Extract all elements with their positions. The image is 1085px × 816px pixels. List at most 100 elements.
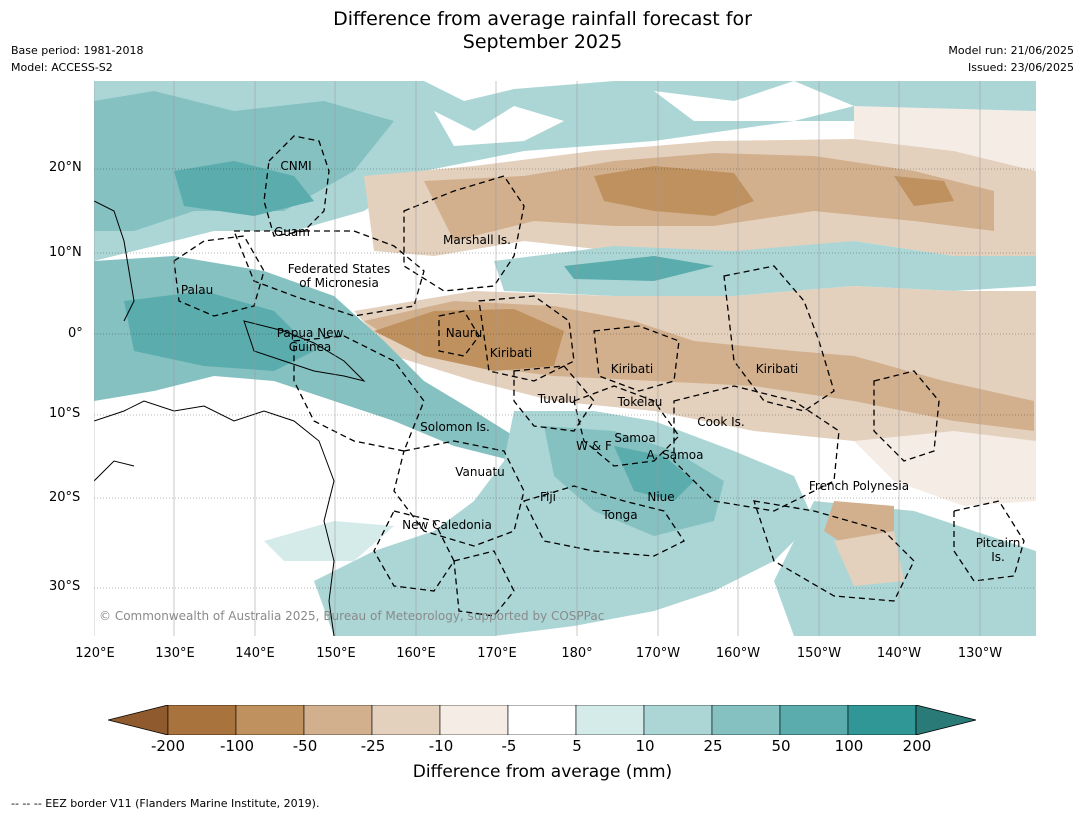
place-wallis-futuna: W & F: [576, 439, 612, 453]
brown-band-equator-core: [374, 309, 564, 371]
colorbar-tick: 200: [902, 737, 932, 755]
base-period: Base period: 1981-2018: [11, 44, 144, 57]
colorbar-tick: 10: [635, 737, 655, 755]
place-french-polynesia: French Polynesia: [808, 479, 910, 493]
lat-label-10s: 10°S: [49, 406, 81, 421]
teal-band-5n: [494, 241, 1036, 296]
lon-label-130w: 130°W: [957, 646, 1003, 661]
philippines-coastline: [94, 200, 135, 322]
lat-label-30s: 30°S: [49, 579, 81, 594]
colorbar-tick: -200: [150, 737, 186, 755]
brown-band-north-core-2: [894, 176, 954, 206]
place-kiribati-west: Kiribati: [489, 346, 533, 360]
eez-footer-note: -- -- -- EEZ border V11 (Flanders Marine…: [11, 797, 320, 810]
place-marshall-is: Marshall Is.: [443, 233, 511, 247]
place-kiribati-central: Kiribati: [610, 362, 654, 376]
eez-new-caledonia: [373, 510, 455, 592]
place-fsm-line2: of Micronesia: [299, 276, 379, 290]
place-tuvalu: Tuvalu: [537, 392, 577, 406]
teal-region-south-core: [614, 446, 694, 501]
colorbar-tick: -5: [501, 737, 517, 755]
colorbar-segment: [643, 705, 713, 735]
place-fiji: Fiji: [539, 490, 557, 504]
eez-kiribati-e: [723, 265, 835, 412]
lon-label-170w: 170°W: [635, 646, 681, 661]
eez-cnmi-guam: [263, 135, 330, 237]
eez-tuvalu: [513, 365, 595, 432]
lon-gridlines: [94, 81, 981, 636]
lon-label-180: 180°: [561, 646, 593, 661]
colorbar-tick: 100: [834, 737, 864, 755]
place-vanuatu: Vanuatu: [455, 465, 505, 479]
teal-core-north: [174, 161, 314, 216]
lon-label-170e: 170°E: [477, 646, 517, 661]
lon-label-140e: 140°E: [235, 646, 275, 661]
place-tonga: Tonga: [602, 508, 638, 522]
australia-coastline: [94, 400, 335, 636]
colorbar-tick: 5: [572, 737, 582, 755]
copyright-notice: © Commonwealth of Australia 2025, Bureau…: [99, 609, 605, 623]
model-name: Model: ACCESS-S2: [11, 61, 113, 74]
colorbar-segment: [779, 705, 849, 735]
white-gaps-north: [434, 106, 564, 146]
eez-borders: [173, 135, 1025, 617]
colorbar-tick: 25: [703, 737, 723, 755]
place-png-line2: Guinea: [288, 340, 332, 354]
light-brown-south-2: [834, 531, 904, 586]
lat-gridlines: [94, 168, 1036, 589]
map-title-line2: September 2025: [462, 31, 623, 53]
eez-french-polynesia: [753, 500, 915, 602]
place-new-caledonia: New Caledonia: [402, 518, 492, 532]
lon-label-150w: 150°W: [796, 646, 842, 661]
colorbar-label: Difference from average (mm): [412, 762, 673, 782]
place-pitcairn-line1: Pitcairn: [975, 536, 1021, 550]
eez-kiribati-w: [478, 295, 575, 382]
brown-band-north-core: [594, 166, 754, 216]
eez-palau: [173, 235, 265, 317]
colorbar-tick: -25: [360, 737, 386, 755]
colorbar-extend-high: [915, 705, 977, 735]
map-canvas: [94, 81, 1036, 636]
lat-label-20n: 20°N: [49, 160, 82, 175]
place-niue: Niue: [647, 490, 675, 504]
teal-region-north-dark: [94, 91, 394, 231]
colorbar-segment: [507, 705, 577, 735]
eez-tonga-niue: [523, 485, 685, 557]
place-pitcairn-line2: Is.: [991, 550, 1005, 564]
colorbar-tick: -50: [292, 737, 318, 755]
place-samoa: Samoa: [614, 431, 656, 445]
teal-region-west-core: [124, 291, 314, 371]
colorbar-segment: [439, 705, 509, 735]
lat-label-0: 0°: [68, 326, 83, 341]
new-guinea-coastline: [243, 320, 366, 382]
place-kiribati-east: Kiribati: [755, 362, 799, 376]
lat-label-10n: 10°N: [49, 245, 82, 260]
lon-label-130e: 130°E: [155, 646, 195, 661]
colorbar-extend-low: [108, 705, 169, 735]
colorbar-tick: -10: [428, 737, 454, 755]
meta-left: Base period: 1981-2018 Model: ACCESS-S2: [11, 42, 143, 76]
lon-label-120e: 120°E: [75, 646, 115, 661]
lat-label-20s: 20°S: [49, 490, 81, 505]
eez-fsm: [233, 230, 425, 317]
eez-nauru: [438, 310, 480, 357]
place-fsm-line1: Federated States: [287, 262, 391, 276]
colorbar: [108, 705, 977, 735]
eez-french-polynesia-n: [873, 370, 940, 462]
colorbar-segment: [303, 705, 373, 735]
place-solomon-is: Solomon Is.: [420, 420, 490, 434]
eez-cook: [673, 385, 840, 512]
lon-label-160e: 160°E: [396, 646, 436, 661]
map-title-line1: Difference from average rainfall forecas…: [333, 8, 752, 30]
colorbar-segment: [847, 705, 917, 735]
colorbar-segment: [711, 705, 781, 735]
eez-kiribati-c: [593, 325, 680, 392]
lon-label-150e: 150°E: [316, 646, 356, 661]
place-american-samoa: A. Samoa: [646, 448, 704, 462]
eez-kermadec: [453, 550, 515, 617]
colorbar-segment: [575, 705, 645, 735]
meta-right: Model run: 21/06/2025 Issued: 23/06/2025: [948, 42, 1074, 76]
colorbar-tick: -100: [219, 737, 255, 755]
place-palau: Palau: [180, 283, 214, 297]
place-cook-is: Cook Is.: [697, 415, 745, 429]
